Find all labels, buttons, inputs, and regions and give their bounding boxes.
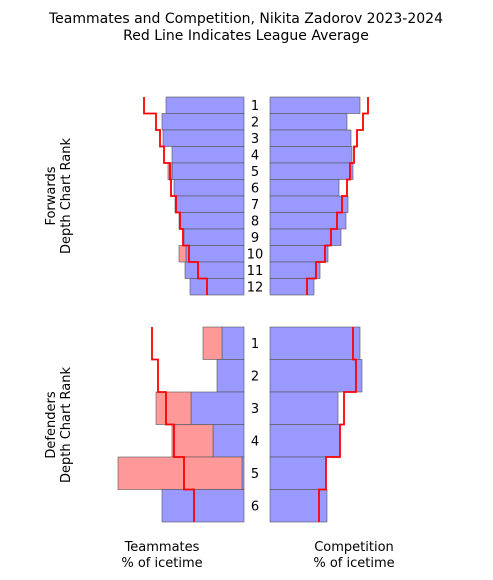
forwards-rank-label: 1 bbox=[251, 99, 259, 114]
defenders-rank-label: 4 bbox=[251, 434, 259, 449]
defenders-competition-bar bbox=[269, 391, 339, 425]
forwards-ylabel-line2: Depth Chart Rank bbox=[59, 138, 74, 255]
forwards-competition-bar bbox=[269, 278, 315, 296]
defenders-teammates-league-line bbox=[151, 327, 195, 522]
forwards-rank-label: 12 bbox=[247, 280, 264, 295]
defenders-rank-label: 1 bbox=[251, 337, 259, 352]
forwards-teammate-player-bar bbox=[178, 212, 245, 230]
defenders-rank-label: 5 bbox=[251, 467, 259, 482]
defenders-panel: 1 2 3 4 5 6 bbox=[117, 326, 363, 523]
forwards-rank-label: 4 bbox=[251, 148, 259, 163]
forwards-competition-bar bbox=[269, 261, 321, 279]
forwards-teammate-player-bar bbox=[171, 162, 245, 180]
defenders-teammate-team-bar bbox=[202, 326, 223, 360]
footer-left-line1: Teammates bbox=[124, 540, 200, 555]
defenders-teammate-team-bar bbox=[117, 456, 243, 490]
forwards-competition-bar bbox=[269, 179, 340, 197]
forwards-teammate-player-bar bbox=[165, 96, 245, 114]
footer-left-line2: % of icetime bbox=[121, 556, 202, 571]
forwards-teammate-player-bar bbox=[173, 179, 245, 197]
defenders-ylabel: Defenders Depth Chart Rank bbox=[44, 367, 74, 484]
forwards-competition-bar bbox=[269, 195, 349, 213]
forwards-teammate-player-bar bbox=[171, 146, 245, 164]
forwards-competition-bar bbox=[269, 162, 354, 180]
footer-right-line1: Competition bbox=[314, 540, 394, 555]
defenders-competition-bar bbox=[269, 326, 361, 360]
forwards-teammate-team-bar bbox=[178, 245, 187, 263]
forwards-rank-label: 2 bbox=[251, 115, 259, 130]
defenders-competition-bar bbox=[269, 424, 341, 458]
forwards-teammate-player-bar bbox=[185, 245, 245, 263]
defenders-competition-league-line bbox=[318, 327, 357, 522]
defenders-teammate-player-bar bbox=[241, 456, 245, 490]
forwards-rank-label: 11 bbox=[247, 264, 264, 279]
forwards-competition-bar bbox=[269, 96, 361, 114]
forwards-competition-bar bbox=[269, 245, 329, 263]
forwards-teammate-player-bar bbox=[189, 278, 245, 296]
footer-right-line2: % of icetime bbox=[313, 556, 394, 571]
defenders-rank-label: 6 bbox=[251, 499, 259, 514]
defenders-teammate-player-bar bbox=[161, 489, 245, 523]
forwards-rank-label: 7 bbox=[251, 198, 259, 213]
defenders-teammate-player-bar bbox=[216, 359, 245, 393]
forwards-teammates-league-line bbox=[143, 97, 208, 295]
defenders-competition-bar bbox=[269, 456, 327, 490]
forwards-rank-label: 9 bbox=[251, 231, 259, 246]
forwards-teammate-player-bar bbox=[162, 129, 245, 147]
forwards-teammate-player-bar bbox=[161, 113, 245, 131]
defenders-competition-bar bbox=[269, 489, 328, 523]
defenders-rank-label: 2 bbox=[251, 369, 259, 384]
forwards-competition-bar bbox=[269, 113, 348, 131]
defenders-ylabel-line1: Defenders bbox=[44, 391, 59, 458]
forwards-competition-bar bbox=[269, 212, 347, 230]
forwards-competition-bar bbox=[269, 146, 353, 164]
forwards-teammate-player-bar bbox=[174, 195, 245, 213]
defenders-ylabel-line2: Depth Chart Rank bbox=[59, 367, 74, 484]
forwards-competition-league-line bbox=[306, 97, 369, 295]
defenders-rank-label: 3 bbox=[251, 402, 259, 417]
forwards-rank-label: 8 bbox=[251, 214, 259, 229]
forwards-rank-label: 3 bbox=[251, 132, 259, 147]
forwards-teammate-player-bar bbox=[184, 261, 245, 279]
defenders-competition-bar bbox=[269, 359, 363, 393]
defenders-teammate-player-bar bbox=[212, 424, 245, 458]
defenders-teammate-team-bar bbox=[155, 391, 192, 425]
defenders-teammate-player-bar bbox=[190, 391, 245, 425]
forwards-ylabel-line1: Forwards bbox=[44, 166, 59, 225]
forwards-rank-label: 5 bbox=[251, 165, 259, 180]
chart-title: Teammates and Competition, Nikita Zadoro… bbox=[48, 11, 443, 27]
defenders-teammate-player-bar bbox=[221, 326, 245, 360]
forwards-competition-bar bbox=[269, 129, 352, 147]
defenders-teammate-team-bar bbox=[171, 424, 214, 458]
forwards-rank-label: 6 bbox=[251, 181, 259, 196]
forwards-rank-label: 10 bbox=[247, 247, 264, 262]
chart-subtitle: Red Line Indicates League Average bbox=[123, 28, 369, 44]
forwards-teammate-player-bar bbox=[183, 228, 245, 246]
forwards-ylabel: Forwards Depth Chart Rank bbox=[44, 138, 74, 255]
